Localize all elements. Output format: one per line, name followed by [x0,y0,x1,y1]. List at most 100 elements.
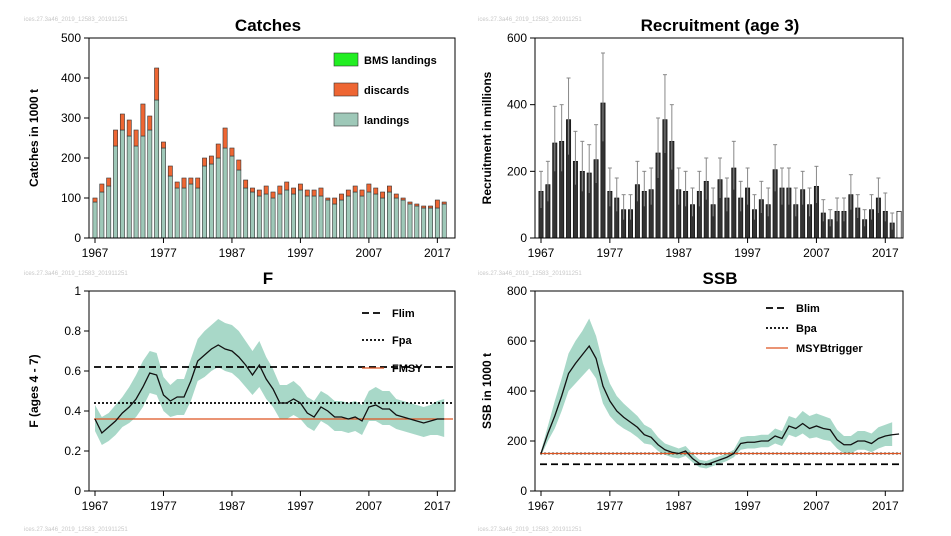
x-tick-label: 1997 [734,246,761,260]
series-line [540,344,900,466]
bar-landings [414,205,420,239]
bar-landings [140,135,146,239]
chart-recruitment: Recruitment (age 3) Recruitment in millio… [480,16,904,260]
y-tick-label: 400 [61,71,81,85]
y-tick-label: 400 [507,98,527,112]
chart-ssb: SSB SSB in 1000 t 0 200 400 600 800 1967 1977 198… [480,269,904,513]
bar-discards [99,183,105,193]
y-tick-label: 600 [507,334,527,348]
bar-discards [195,177,201,189]
bar-discards [181,177,187,189]
bar-landings [339,199,344,239]
bar-discards [236,159,242,171]
bar-discards [366,183,372,193]
plot-frame [88,290,456,492]
chart-title: F [263,269,273,288]
bar-discards [407,201,413,205]
x-tick-label: 2007 [803,246,830,260]
bar-discards [359,189,365,197]
legend-label: Flim [392,308,415,320]
bar-discards [434,199,440,209]
legend-label: Blim [796,303,820,315]
plot-area [92,67,447,239]
bar-landings [229,155,235,239]
watermark-text: ices.27.3a46_2019_12583_201911251 [478,17,582,23]
legend-label: Fpa [392,335,412,347]
bar-discards [188,177,194,185]
x-tick-label: 1977 [597,499,624,513]
watermark-text: ices.27.3a46_2019_12583_201911251 [478,271,582,277]
x-tick-label: 2017 [872,499,899,513]
bar-discards [325,197,331,201]
bar-landings [387,191,392,239]
bar-landings [236,169,242,239]
bar-discards [263,185,269,195]
x-tick-label: 1997 [734,499,761,513]
bar-discards [414,203,420,207]
x-tick-label: 1967 [82,499,109,513]
legend-swatch [333,52,359,67]
bar-landings [243,187,249,239]
x-tick-label: 1967 [82,246,109,260]
bar-landings [222,147,228,239]
bar-landings [359,195,365,239]
legend-label: FMSY [392,363,423,375]
bar-discards [304,189,310,197]
bar-landings [106,185,112,239]
bar-discards [250,187,255,193]
y-tick-label: 200 [507,434,527,448]
bar-landings [126,135,132,239]
plot-frame [534,37,904,239]
bar-landings [202,165,207,239]
bar-discards [147,115,153,131]
bar-discards [140,103,146,137]
bar-discards [202,157,207,167]
y-tick-label: 0.8 [64,324,81,338]
bar-discards [297,183,303,191]
bar-landings [400,199,406,239]
bar-landings [92,201,98,239]
x-tick-label: 1977 [150,499,177,513]
bar-landings [284,189,290,239]
bar-landings [304,195,310,239]
bar-discards [243,179,249,189]
bar-discards [428,205,433,209]
bar-landings [291,193,296,239]
series-line [94,344,445,435]
x-tick-label: 1987 [665,499,692,513]
bar-discards [318,187,324,197]
legend-swatch [333,82,359,97]
y-tick-label: 800 [507,284,527,298]
bar-landings [181,187,187,239]
x-tick-label: 1987 [219,499,246,513]
bar-discards [215,143,221,159]
bar-discards [161,141,166,149]
bar-landings [441,203,447,239]
bar-landings [133,145,139,239]
x-tick-label: 2017 [424,246,451,260]
bar-discards [393,193,399,199]
y-tick-label: 0.4 [64,404,81,418]
bar-discards [345,189,351,197]
bar-landings [366,191,372,239]
chart-fishing-mortality: F F (ages 4 - 7) 0 0.2 0.4 0.6 0.8 1 1967 1977 198… [27,269,456,513]
bar-landings [188,183,194,239]
bar-landings [263,193,269,239]
watermark-text: ices.27.3a46_2019_12583_201911251 [24,271,128,277]
bar-landings [421,207,427,239]
y-tick-label: 200 [61,151,81,165]
x-tick-label: 1997 [287,246,314,260]
y-tick-label: 500 [61,31,81,45]
bar-landings [250,191,255,239]
x-tick-label: 2017 [872,246,899,260]
bar-landings [297,189,303,239]
bar-landings [318,195,324,239]
legend: Blim Bpa MSYBtrigger [766,303,863,355]
x-tick-label: 2007 [356,499,383,513]
bar-landings [161,147,166,239]
watermark-text: ices.27.3a46_2019_12583_201911251 [24,527,128,533]
x-tick-label: 1997 [287,499,314,513]
y-tick-label: 0 [74,231,81,245]
bar-discards [113,129,118,147]
